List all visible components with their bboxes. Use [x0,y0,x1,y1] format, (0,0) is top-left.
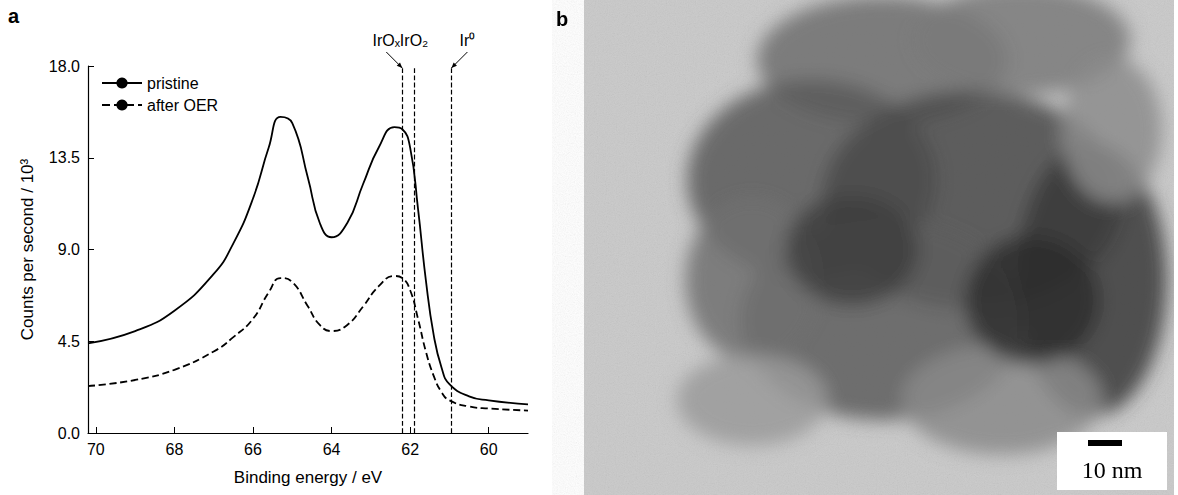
svg-text:Binding energy / eV: Binding energy / eV [234,468,383,487]
svg-text:62: 62 [401,441,419,458]
svg-text:10 nm: 10 nm [1082,457,1143,483]
svg-text:Counts per second / 10³: Counts per second / 10³ [18,158,37,340]
svg-text:0.0: 0.0 [58,425,80,442]
svg-text:18.0: 18.0 [49,58,80,75]
svg-text:a: a [8,5,20,27]
svg-text:pristine: pristine [147,75,199,92]
svg-text:IrO₂: IrO₂ [400,32,428,49]
svg-text:13.5: 13.5 [49,149,80,166]
svg-text:IrOₓ: IrOₓ [373,32,401,49]
svg-text:b: b [556,8,568,30]
svg-text:9.0: 9.0 [58,241,80,258]
svg-text:70: 70 [87,441,105,458]
svg-text:66: 66 [244,441,262,458]
svg-text:60: 60 [480,441,498,458]
svg-text:after OER: after OER [147,97,218,114]
svg-text:4.5: 4.5 [58,333,80,350]
svg-text:68: 68 [166,441,184,458]
svg-text:Ir⁰: Ir⁰ [460,32,476,49]
svg-text:64: 64 [323,441,341,458]
